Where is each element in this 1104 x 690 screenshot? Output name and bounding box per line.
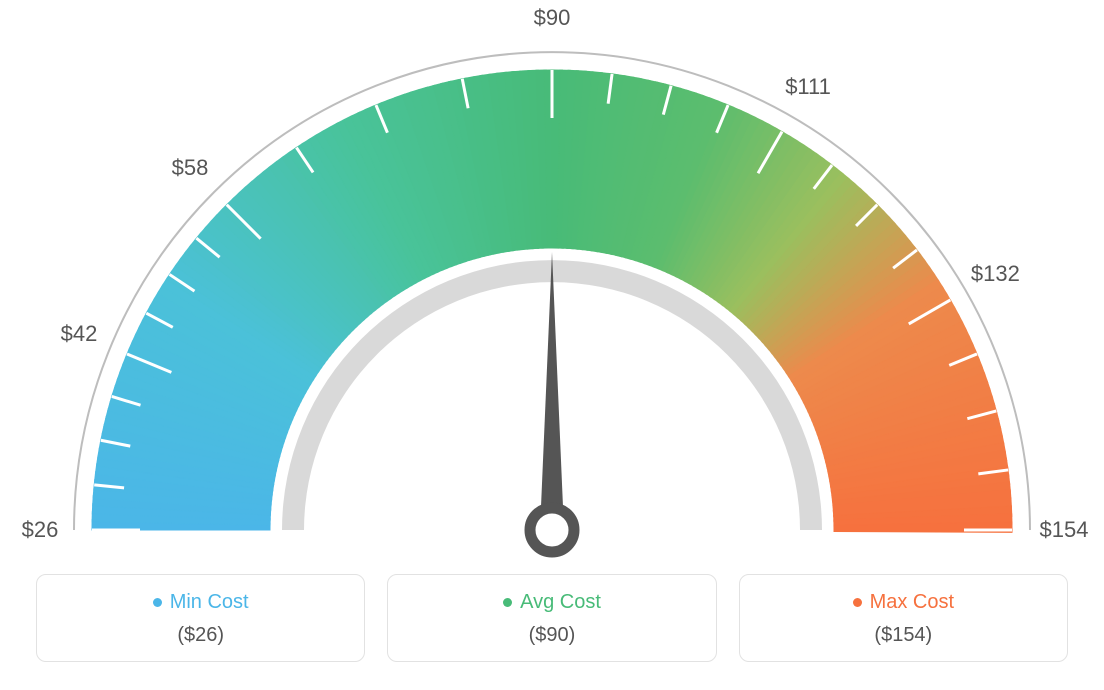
legend-card-min: Min Cost ($26)	[36, 574, 365, 662]
legend-value: ($26)	[47, 624, 354, 647]
gauge-tick-label: $90	[534, 5, 571, 31]
legend-label: Avg Cost	[520, 591, 601, 614]
legend-title-max: Max Cost	[853, 591, 954, 614]
dot-icon	[853, 598, 862, 607]
legend-label: Max Cost	[870, 591, 954, 614]
gauge-tick-label: $111	[785, 74, 831, 100]
gauge-tick-label: $132	[971, 261, 1020, 287]
legend-card-max: Max Cost ($154)	[739, 574, 1068, 662]
gauge-chart: $26 $42 $58 $90 $111 $132 $154	[0, 0, 1104, 560]
gauge-tick-label: $26	[22, 517, 59, 543]
gauge-tick-label: $42	[61, 321, 98, 347]
legend-value: ($90)	[398, 624, 705, 647]
gauge-svg	[0, 0, 1104, 560]
dot-icon	[503, 598, 512, 607]
legend-title-avg: Avg Cost	[503, 591, 601, 614]
gauge-tick-label: $58	[172, 155, 209, 181]
legend-value: ($154)	[750, 624, 1057, 647]
gauge-tick-label: $154	[1040, 517, 1089, 543]
legend-label: Min Cost	[170, 591, 249, 614]
legend-title-min: Min Cost	[153, 591, 249, 614]
legend-card-avg: Avg Cost ($90)	[387, 574, 716, 662]
legend-row: Min Cost ($26) Avg Cost ($90) Max Cost (…	[36, 574, 1068, 662]
dot-icon	[153, 598, 162, 607]
